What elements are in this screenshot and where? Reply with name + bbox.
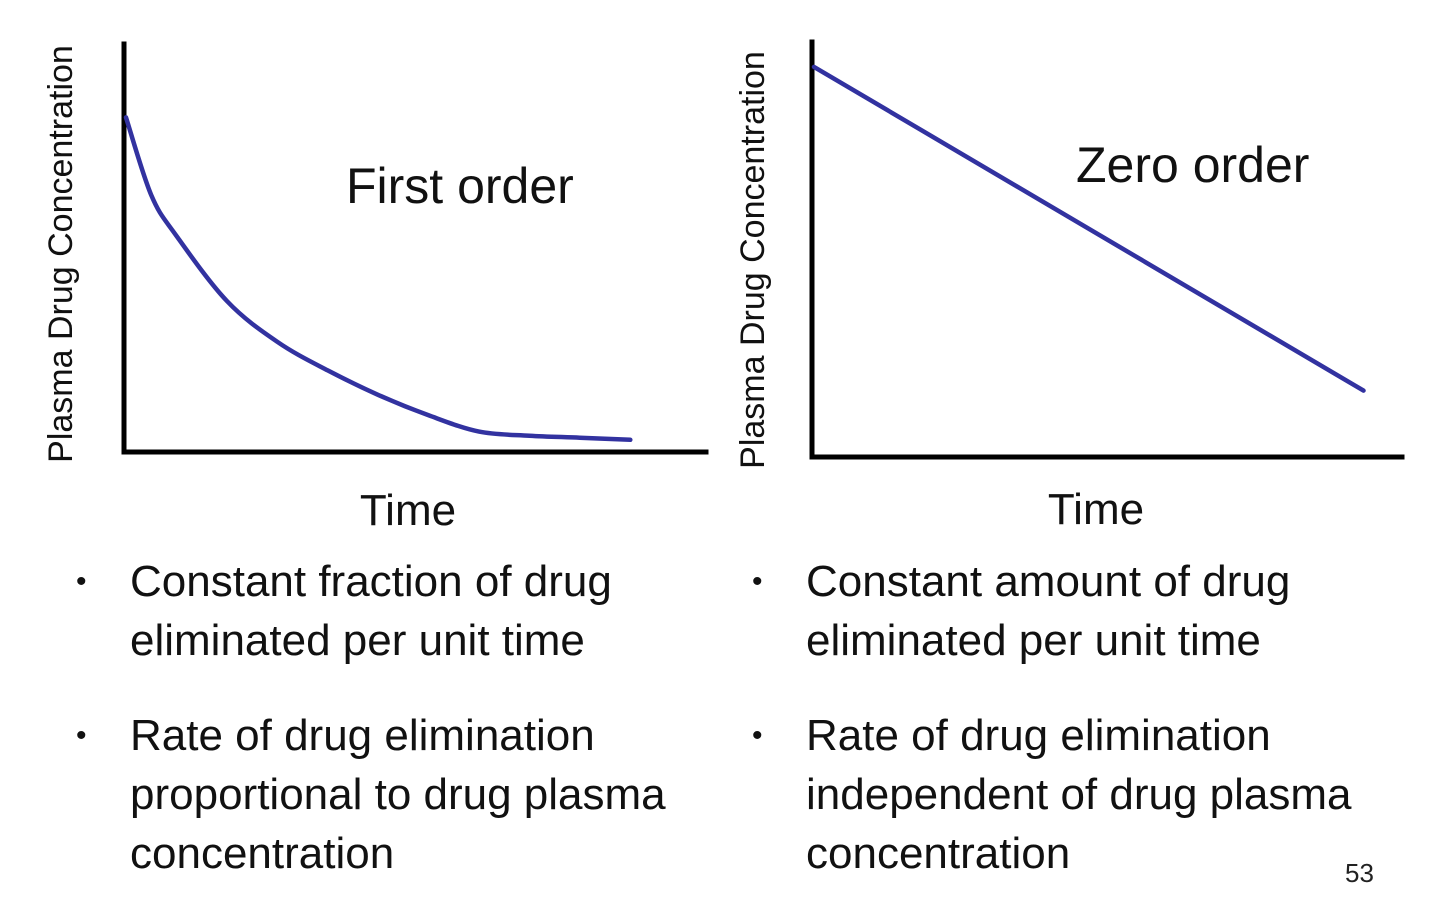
bullet-dot: • (752, 565, 763, 598)
bullet-item: • Rate of drug elimination independent of… (752, 706, 1392, 883)
bullet-item: • Rate of drug elimination proportional t… (76, 706, 716, 883)
chart-title: Zero order (1076, 137, 1309, 193)
first-order-curve (123, 115, 633, 443)
bullet-item: • Constant amount of drug eliminated per … (752, 552, 1392, 670)
bullet-dot: • (76, 565, 87, 598)
first-order-chart: First order Time Plasma Drug Concentrati… (42, 41, 709, 535)
bullet-text: Constant fraction of drug eliminated per… (130, 557, 612, 665)
zero-order-line (811, 64, 1366, 393)
x-axis-label: Time (1048, 485, 1144, 534)
bullet-dot: • (752, 719, 763, 752)
zero-order-bullets: • Constant amount of drug eliminated per … (752, 552, 1392, 919)
bullet-item: • Constant fraction of drug eliminated pe… (76, 552, 716, 670)
bullet-text: Rate of drug elimination independent of … (806, 711, 1352, 878)
zero-order-chart: Zero order Time Plasma Drug Concentratio… (734, 39, 1405, 534)
y-axis-label: Plasma Drug Concentration (734, 51, 772, 469)
x-axis-label: Time (360, 486, 456, 535)
first-order-bullets: • Constant fraction of drug eliminated pe… (76, 552, 716, 919)
page-number: 53 (1345, 858, 1374, 888)
bullet-dot: • (76, 719, 87, 752)
y-axis-label: Plasma Drug Concentration (42, 45, 80, 463)
bullet-text: Constant amount of drug eliminated per u… (806, 557, 1291, 665)
bullet-text: Rate of drug elimination proportional to… (130, 711, 666, 878)
chart-title: First order (346, 158, 574, 214)
